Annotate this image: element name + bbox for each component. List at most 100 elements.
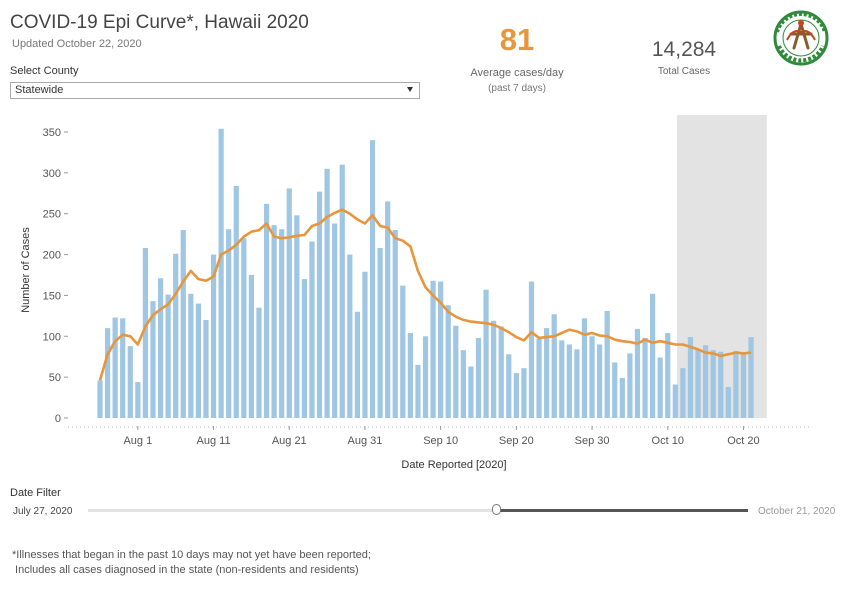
bar [104,328,111,418]
bar [718,351,724,418]
bar [733,350,739,418]
bar [650,293,656,418]
bar [286,188,292,418]
bar [680,368,686,418]
bar [445,305,451,418]
bar [377,248,383,418]
bar [544,328,550,418]
bar [195,303,202,418]
epi-curve-chart: 0 50 100 150 200 250 300 350 Aug 1 Aug 11 Aug 21 Au… [20,115,812,471]
bar [339,164,345,418]
date-filter-end: October 21, 2020 [758,506,836,517]
bar [604,310,610,418]
bar [354,311,360,418]
bar [332,223,338,418]
bar [672,384,678,418]
bar [665,333,671,418]
bar [392,230,398,418]
total-cases-value: 14,284 [651,38,717,61]
county-select-label: Select County [10,65,79,77]
bar [385,201,391,418]
bar [165,294,171,418]
hawaii-department-of-health-seal-icon [773,10,829,66]
bar [127,346,133,418]
bar [112,317,118,418]
date-filter-selected-range [497,509,748,512]
bar [248,275,254,418]
bar [536,338,542,418]
bar [294,215,300,418]
bar [475,337,482,418]
y-tick-label: 50 [49,372,61,384]
bar [438,281,444,418]
x-tick-label: Oct 10 [652,435,684,447]
y-tick-label: 250 [43,209,61,221]
bar [415,364,421,418]
y-tick-label: 0 [55,413,61,425]
x-tick-label: Oct 20 [727,435,759,447]
bar [210,254,217,418]
bar [233,185,239,418]
bar [256,307,262,418]
bar [657,357,663,418]
county-select-value: Statewide [15,84,64,96]
bar [188,293,194,418]
average-cases-value: 81 [499,22,535,57]
bar [173,253,179,418]
x-tick-label: Aug 31 [348,435,383,447]
bar [566,344,572,418]
bar [703,345,709,418]
y-axis-title: Number of Cases [20,227,32,313]
footnote: *Illnesses that began in the past 10 day… [12,548,371,578]
date-filter-label: Date Filter [10,487,61,499]
x-tick-label: Sep 10 [423,435,458,447]
bar [642,337,648,418]
bar [612,362,618,418]
x-tick-label: Aug 11 [197,435,231,447]
bar [263,203,270,418]
bar [400,285,406,418]
bar [157,278,164,418]
bar [581,318,588,418]
average-cases-label: Average cases/day [470,67,564,79]
bar [407,333,413,418]
bar [574,349,580,418]
bar [589,336,595,418]
bar [748,337,754,418]
bar [559,340,565,418]
x-axis-title: Date Reported [2020] [401,459,506,471]
bar [430,280,436,418]
bar [725,386,731,418]
bar [369,140,376,418]
bar [528,281,535,418]
date-filter-start: July 27, 2020 [13,506,73,517]
chevron-down-icon[interactable] [407,87,413,92]
bar [203,319,209,418]
footnote-line-2: Includes all cases diagnosed in the stat… [12,564,359,576]
x-tick-label: Sep 20 [499,435,534,447]
bar [324,168,330,418]
date-filter-track[interactable] [88,509,748,512]
bar [135,382,141,418]
y-tick-label: 300 [43,168,61,180]
bar [597,344,603,418]
bar [241,238,247,418]
bar [150,301,156,418]
total-cases-label: Total Cases [657,66,711,77]
y-tick-label: 200 [43,250,61,262]
bar [97,380,103,418]
bar [498,326,504,418]
bar [687,337,694,418]
bar [279,229,285,418]
y-tick-label: 100 [43,331,61,343]
bar [521,368,527,418]
bar [218,128,224,418]
bar [710,350,716,418]
bar [120,318,126,418]
date-filter-handle[interactable] [492,504,501,515]
bar [309,241,315,418]
seven-day-average-line [98,208,752,381]
county-select[interactable]: Statewide [10,82,420,99]
bar [180,230,186,418]
bar [634,328,641,418]
